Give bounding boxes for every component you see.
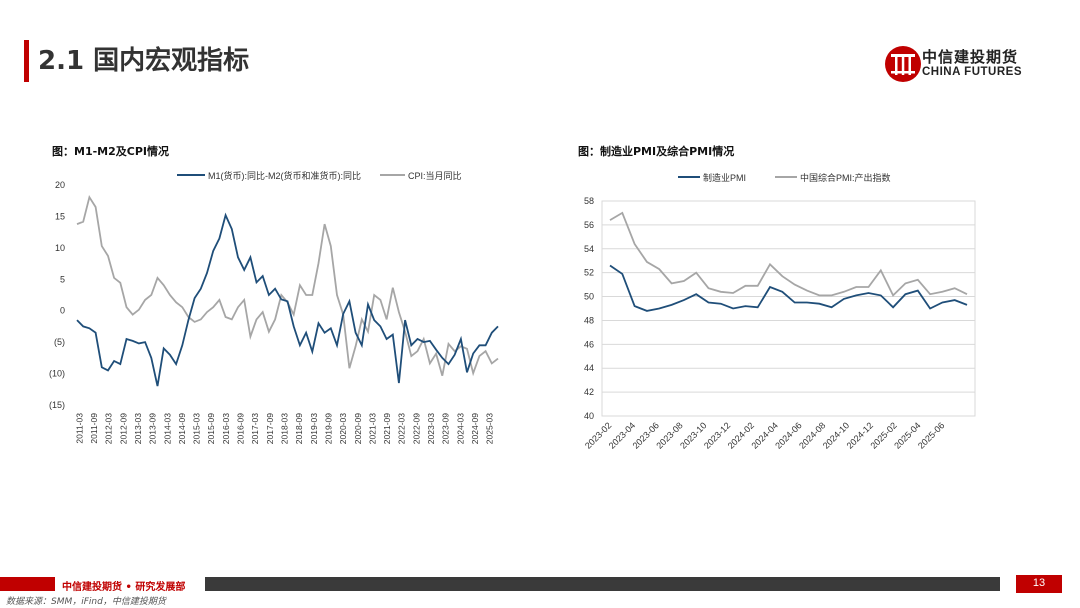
- page-title: 2.1 国内宏观指标: [38, 46, 250, 76]
- y-tick-label: 42: [584, 387, 594, 397]
- x-tick-label: 2024-03: [455, 413, 465, 444]
- x-tick-label: 2014-09: [177, 413, 187, 444]
- x-tick-label: 2012-09: [118, 413, 128, 444]
- chart1-title: 图：M1-M2及CPI情况: [52, 145, 169, 158]
- x-tick-label: 2012-03: [104, 413, 114, 444]
- x-tick-label: 2023-03: [426, 413, 436, 444]
- left-tick-label: 10: [55, 243, 65, 253]
- x-tick-label: 2018-09: [294, 413, 304, 444]
- x-tick-label: 2011-09: [89, 413, 99, 444]
- x-tick-label: 2015-03: [192, 413, 202, 444]
- x-tick-label: 2023-09: [441, 413, 451, 444]
- x-tick-label: 2013-03: [133, 413, 143, 444]
- x-tick-label: 2020-09: [353, 413, 363, 444]
- x-tick-label: 2016-09: [236, 413, 246, 444]
- left-tick-label: (5): [54, 337, 65, 347]
- x-tick-label: 2020-03: [338, 413, 348, 444]
- y-tick-label: 48: [584, 315, 594, 325]
- m1m2-series-line: [76, 212, 499, 387]
- x-tick-label: 2014-03: [162, 413, 172, 444]
- y-tick-label: 50: [584, 292, 594, 302]
- logo-text-en: CHINA FUTURES: [922, 66, 1022, 78]
- m1m2-cpi-chart: M1(货币):同比-M2(货币和准货币):同比 CPI:当月同比 20 15 10 5…: [49, 170, 499, 444]
- pmi-chart: 制造业PMI 中国综合PMI:产出指数 58 56 54 52 50 48 46 44 42 40…: [583, 172, 976, 451]
- left-tick-label: 5: [60, 274, 65, 284]
- footer-bar: [0, 577, 1000, 591]
- x-tick-label: 2018-03: [280, 413, 290, 444]
- china-futures-logo: [885, 46, 921, 82]
- left-tick-label: (10): [49, 369, 65, 379]
- left-tick-label: (15): [49, 400, 65, 410]
- x-tick-label: 2016-03: [221, 413, 231, 444]
- page-number: 13: [1032, 577, 1046, 589]
- legend-m1m2-label: M1(货币):同比-M2(货币和准货币):同比: [208, 170, 361, 181]
- x-tick-label: 2021-09: [382, 413, 392, 444]
- left-tick-label: 20: [55, 180, 65, 190]
- legend-pmi-label: 制造业PMI: [703, 172, 746, 183]
- footer-label-bg: [55, 575, 205, 593]
- left-tick-label: 0: [60, 306, 65, 316]
- y-tick-label: 40: [584, 411, 594, 421]
- chart2-title: 图：制造业PMI及综合PMI情况: [578, 145, 735, 158]
- footer-accent: [0, 577, 55, 591]
- legend-composite-label: 中国综合PMI:产出指数: [800, 172, 891, 183]
- legend-cpi-label: CPI:当月同比: [408, 170, 462, 181]
- manufacturing-pmi-line: [609, 264, 968, 312]
- x-tick-label: 2021-03: [367, 413, 377, 444]
- y-tick-label: 52: [584, 268, 594, 278]
- x-tick-label: 2017-09: [265, 413, 275, 444]
- title-accent-bar: [24, 40, 29, 82]
- y-tick-label: 58: [584, 196, 594, 206]
- y-tick-label: 56: [584, 220, 594, 230]
- left-tick-label: 15: [55, 211, 65, 221]
- x-tick-label: 2017-03: [250, 413, 260, 444]
- x-tick-label: 2025-03: [485, 413, 495, 444]
- y-tick-label: 54: [584, 244, 594, 254]
- x-tick-label: 2022-09: [411, 413, 421, 444]
- composite-pmi-line: [609, 211, 968, 297]
- x-tick-label: 2019-03: [309, 413, 319, 444]
- x-tick-label: 2019-09: [323, 413, 333, 444]
- logo-text-cn: 中信建投期货: [922, 48, 1019, 66]
- x-tick-label: 2015-09: [206, 413, 216, 444]
- x-tick-label: 2025-06: [916, 420, 946, 450]
- page-number-box: [1016, 575, 1062, 593]
- y-tick-label: 46: [584, 339, 594, 349]
- x-tick-label: 2024-09: [470, 413, 480, 444]
- x-tick-label: 2011-03: [74, 413, 84, 444]
- x-tick-label: 2022-03: [397, 413, 407, 444]
- y-tick-label: 44: [584, 363, 594, 373]
- x-tick-label: 2013-09: [148, 413, 158, 444]
- footer-label: 中信建投期货 • 研究发展部: [62, 582, 186, 593]
- data-source: 数据来源：SMM，iFind，中信建投期货: [6, 597, 166, 607]
